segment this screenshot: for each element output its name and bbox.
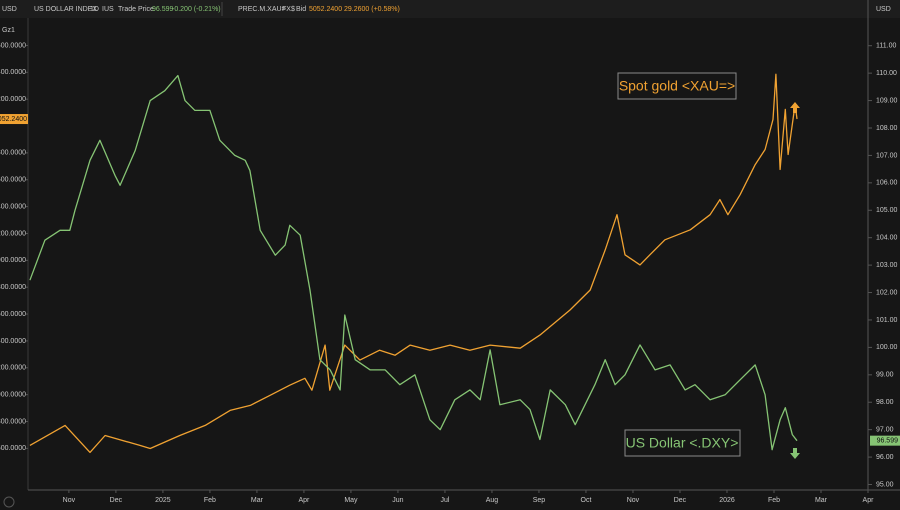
y-tick-label: 5400.0000 [0,69,26,76]
y2-tick-label: 101.00 [876,317,898,324]
y-tick-label: 4800.0000 [0,150,26,157]
dxy-field: Trade Price [118,6,154,13]
x-tick-label: Jun [392,497,403,504]
dxy-source: IUS [102,6,114,13]
xau-name: PREC.M.XAU= [238,6,286,13]
dxy-annotation: US Dollar <.DXY> [626,435,739,451]
up-arrow [790,102,800,113]
y2-tick-label: 95.00 [876,481,894,488]
y-tick-label: 4400.0000 [0,203,26,210]
y2-tick-label: 105.00 [876,207,898,214]
x-tick-label: 2026 [719,497,735,504]
x-tick-label: 2025 [155,497,171,504]
y2-tick-label: 102.00 [876,289,898,296]
y2-tick-label: 110.00 [876,70,897,77]
settings-icon[interactable] [3,496,15,508]
dxy-change: -0.200 (-0.21%) [172,6,221,13]
series-line [29,73,798,454]
dxy-last: 96.599 [152,6,174,13]
last-value-label: 5052.2400 [0,116,27,123]
left-scale: Gz1 [2,27,15,34]
y2-tick-label: 103.00 [876,262,898,269]
x-tick-label: Mar [815,497,828,504]
x-tick-label: Feb [768,497,780,504]
down-arrow [790,448,800,459]
y2-tick-label: 97.00 [876,427,894,434]
y-tick-label: 3000.0000 [0,391,26,398]
dxy-name: US DOLLAR INDEX [34,6,97,13]
y2-tick-label: 99.00 [876,372,894,379]
left-currency: USD [2,6,17,13]
gold-annotation: Spot gold <XAU=> [619,78,735,94]
x-tick-label: Feb [204,497,216,504]
y-tick-label: 3800.0000 [0,284,26,291]
xau-source: FX$ [282,6,295,13]
x-tick-label: Apr [298,497,310,504]
y-tick-label: 5200.0000 [0,96,26,103]
y-tick-label: 3200.0000 [0,365,26,372]
x-tick-label: Dec [110,497,123,504]
x-tick-label: Nov [627,497,640,504]
y-tick-label: 4000.0000 [0,257,26,264]
y2-tick-label: 98.00 [876,399,894,406]
y-tick-label: 2600.0000 [0,445,26,452]
y2-tick-label: 109.00 [876,97,898,104]
y-tick-label: 2800.0000 [0,418,26,425]
dxy-annotation-box [624,429,741,457]
y-tick-label: 5600.0000 [0,42,26,49]
x-tick-label: Dec [674,497,687,504]
x-tick-label: Jul [440,497,449,504]
last-value-tag [0,114,28,125]
y-tick-label: 4200.0000 [0,230,26,237]
y2-tick-label: 108.00 [876,125,898,132]
x-tick-label: May [344,497,358,504]
y-tick-label: 3400.0000 [0,338,26,345]
xau-change: 29.2600 (+0.58%) [344,6,400,13]
xau-last: 5052.2400 [309,6,342,13]
y2-tick-label: 96.00 [876,454,894,461]
last-value-tag [870,435,900,446]
y2-tick-label: 106.00 [876,180,898,187]
y2-tick-label: 104.00 [876,235,898,242]
x-tick-label: Apr [863,497,875,504]
gold-annotation-box [617,72,737,100]
x-tick-label: Sep [533,497,546,504]
y2-tick-label: 111.00 [876,43,896,50]
right-currency: USD [876,6,891,13]
x-tick-label: Aug [486,497,499,504]
y-tick-label: 4600.0000 [0,177,26,184]
dxy-interval: 1D [90,6,99,13]
y2-tick-label: 107.00 [876,152,898,159]
xau-field: Bid [296,6,306,13]
x-tick-label: Oct [581,497,592,504]
series-line [29,74,798,451]
x-tick-label: Mar [251,497,264,504]
y2-tick-label: 100.00 [876,344,898,351]
x-tick-label: Nov [63,497,76,504]
y-tick-label: 3600.0000 [0,311,26,318]
toolbar [0,0,900,18]
last-value-label: 96.599 [877,438,899,445]
